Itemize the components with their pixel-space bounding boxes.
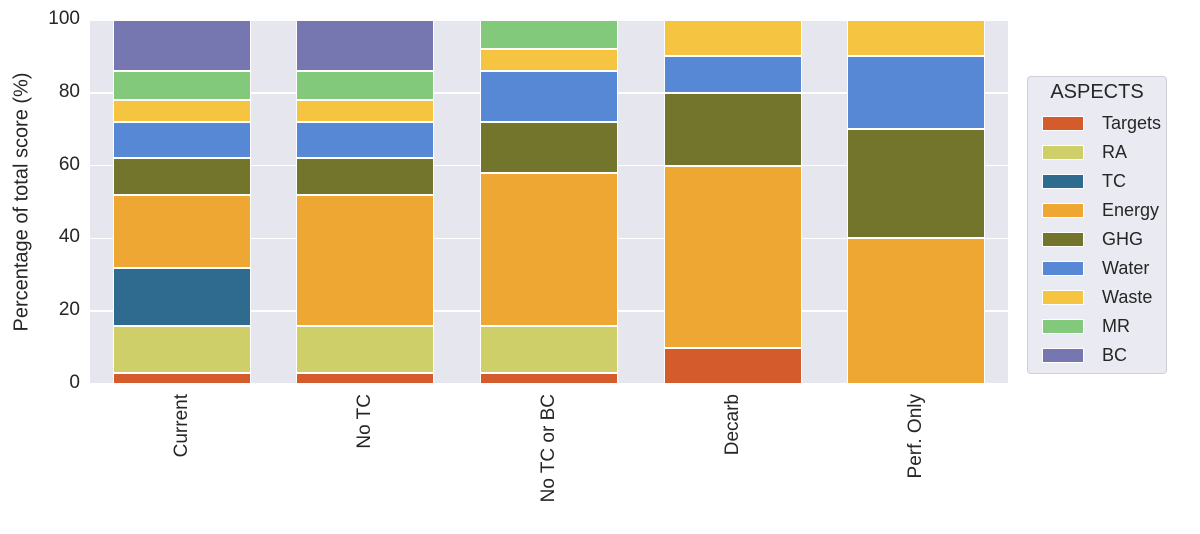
bar-segment-ra bbox=[296, 325, 435, 374]
y-tick-label: 20 bbox=[58, 299, 80, 321]
bar-segment-mr bbox=[112, 70, 251, 101]
bar-segment-energy bbox=[296, 194, 435, 326]
bar-segment-ghg bbox=[112, 158, 251, 195]
x-tick-label: No TC or BC bbox=[538, 394, 559, 503]
gridline bbox=[90, 19, 1008, 21]
y-tick-label: 40 bbox=[58, 226, 80, 248]
gridline bbox=[90, 383, 1008, 385]
bar-segment-targets bbox=[480, 373, 618, 384]
legend-title: ASPECTS bbox=[1050, 81, 1144, 103]
legend-item-ghg: GHG bbox=[1042, 229, 1143, 249]
legend-swatch bbox=[1042, 173, 1084, 189]
bar-segment-water bbox=[112, 121, 251, 159]
legend-swatch bbox=[1042, 231, 1084, 247]
legend-swatch bbox=[1042, 202, 1084, 218]
bar-segment-energy bbox=[847, 238, 986, 384]
bar-segment-water bbox=[847, 56, 986, 130]
y-tick-label: 80 bbox=[58, 80, 80, 102]
legend-swatch bbox=[1042, 115, 1084, 131]
legend-swatch bbox=[1042, 144, 1084, 160]
bar-no-tc bbox=[296, 20, 435, 384]
legend-label: Waste bbox=[1102, 286, 1153, 307]
x-tick-label: No TC bbox=[354, 394, 376, 449]
bar-segment-water bbox=[663, 56, 802, 93]
bar-segment-targets bbox=[663, 347, 802, 384]
x-tick-label: Perf. Only bbox=[905, 394, 927, 479]
bar-segment-bc bbox=[296, 20, 435, 71]
bar-segment-ghg bbox=[296, 158, 435, 195]
bar-segment-ghg bbox=[663, 92, 802, 166]
y-tick-label: 100 bbox=[48, 8, 80, 29]
bar-no-tc-or-bc bbox=[480, 20, 618, 384]
bar-segment-bc bbox=[112, 20, 251, 71]
legend-label: Water bbox=[1102, 257, 1150, 278]
legend: ASPECTS Targets RA TC Energy GHG Water Waste MR… bbox=[1027, 76, 1167, 374]
bar-current bbox=[112, 20, 251, 384]
bar-segment-energy bbox=[663, 165, 802, 348]
y-tick-label: 0 bbox=[69, 372, 80, 393]
bar-segment-water bbox=[480, 70, 618, 122]
legend-label: BC bbox=[1102, 344, 1128, 365]
y-tick-label: 60 bbox=[58, 153, 80, 175]
bar-segment-energy bbox=[480, 172, 618, 326]
bar-segment-waste bbox=[296, 100, 435, 122]
bar-segment-waste bbox=[480, 49, 618, 71]
bar-segment-ghg bbox=[480, 121, 618, 173]
bar-segment-ra bbox=[480, 325, 618, 374]
legend-swatch bbox=[1042, 289, 1084, 305]
legend-label: Targets bbox=[1102, 112, 1162, 133]
bar-segment-tc bbox=[112, 267, 251, 326]
bar-segment-energy bbox=[112, 194, 251, 268]
legend-item-ra: RA bbox=[1042, 142, 1127, 162]
bar-segment-waste bbox=[112, 100, 251, 122]
x-tick-label: Decarb bbox=[721, 394, 743, 456]
plot-area bbox=[90, 19, 1008, 385]
bar-segment-ghg bbox=[847, 129, 986, 239]
bar-segment-water bbox=[296, 121, 435, 159]
x-tick-label: Current bbox=[170, 394, 192, 458]
legend-item-waste: Waste bbox=[1042, 287, 1152, 307]
legend-item-tc: TC bbox=[1042, 171, 1126, 191]
legend-item-water: Water bbox=[1042, 258, 1149, 278]
y-axis-label: Percentage of total score (%) bbox=[10, 72, 33, 332]
bar-segment-targets bbox=[112, 373, 251, 384]
legend-label: Energy bbox=[1102, 199, 1160, 220]
bar-perf-only bbox=[847, 20, 986, 384]
bar-segment-waste bbox=[663, 20, 802, 57]
legend-item-bc: BC bbox=[1042, 345, 1127, 365]
bar-segment-targets bbox=[296, 373, 435, 384]
legend-item-targets: Targets bbox=[1042, 113, 1161, 133]
bar-segment-mr bbox=[480, 20, 618, 50]
legend-item-energy: Energy bbox=[1042, 200, 1159, 220]
legend-item-mr: MR bbox=[1042, 316, 1130, 336]
bar-segment-waste bbox=[847, 20, 986, 57]
legend-label: GHG bbox=[1102, 228, 1144, 249]
bar-decarb bbox=[663, 20, 802, 384]
legend-label: RA bbox=[1102, 141, 1128, 162]
legend-swatch bbox=[1042, 318, 1084, 334]
bar-segment-mr bbox=[296, 70, 435, 101]
bar-segment-ra bbox=[112, 325, 251, 374]
legend-swatch bbox=[1042, 260, 1084, 276]
legend-swatch bbox=[1042, 347, 1084, 363]
legend-label: MR bbox=[1102, 315, 1130, 336]
legend-label: TC bbox=[1102, 170, 1126, 191]
